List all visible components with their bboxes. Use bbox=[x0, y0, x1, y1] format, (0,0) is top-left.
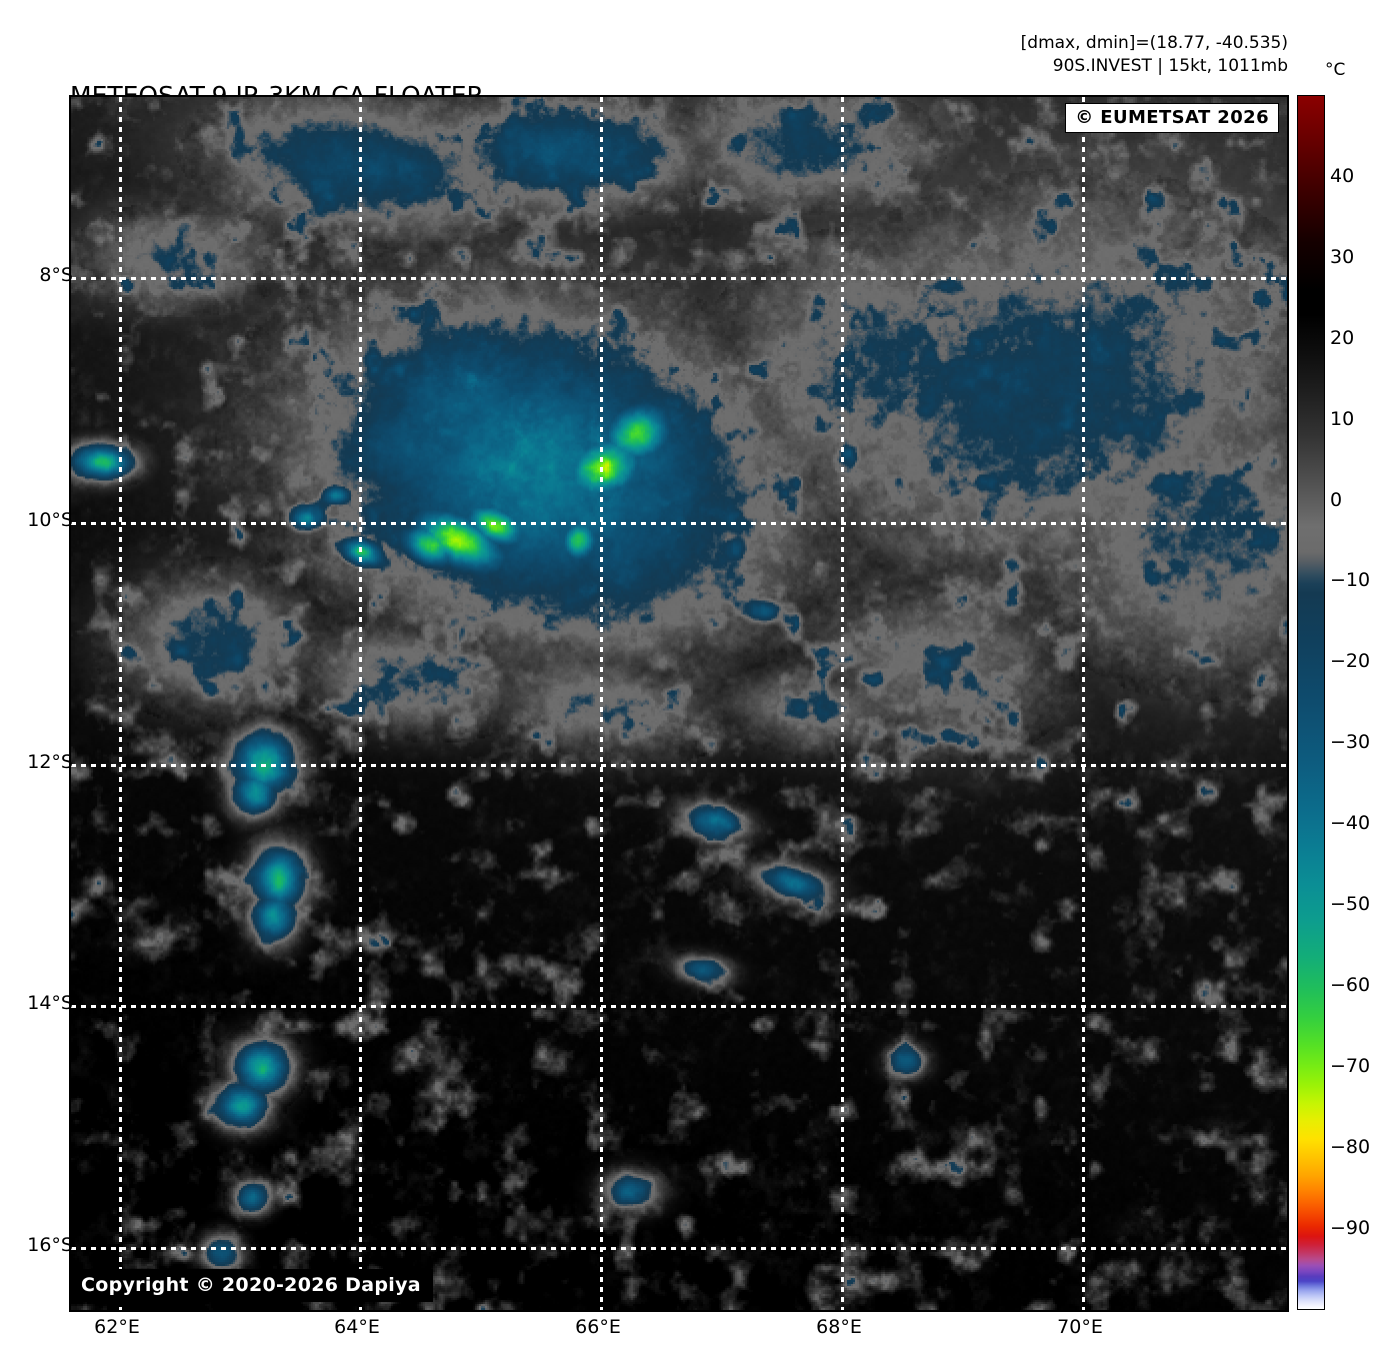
eumetsat-copyright-badge: © EUMETSAT 2026 bbox=[1065, 103, 1279, 133]
dmax-dmin-text: [dmax, dmin]=(18.77, -40.535) bbox=[1020, 33, 1288, 53]
metadata-block: [dmax, dmin]=(18.77, -40.535) 90S.INVEST… bbox=[1021, 32, 1288, 78]
xtick-label: 66°E bbox=[575, 1316, 621, 1338]
temperature-colorbar[interactable] bbox=[1297, 95, 1325, 1310]
colorbar-tick-label: 0 bbox=[1330, 489, 1343, 511]
xtick-label: 68°E bbox=[816, 1316, 862, 1338]
ytick-label: 16°S bbox=[27, 1234, 73, 1256]
xtick-label: 70°E bbox=[1057, 1316, 1103, 1338]
ytick-label: 12°S bbox=[27, 751, 73, 773]
colorbar-units-label: °C bbox=[1325, 60, 1346, 80]
satellite-imagery-canvas bbox=[71, 97, 1287, 1310]
xtick-label: 64°E bbox=[334, 1316, 380, 1338]
satellite-image-plot[interactable]: © EUMETSAT 2026 Copyright © 2020-2026 Da… bbox=[69, 95, 1289, 1312]
storm-info-text: 90S.INVEST | 15kt, 1011mb bbox=[1052, 56, 1288, 76]
colorbar-tick-label: −60 bbox=[1330, 974, 1371, 996]
dapiya-copyright-badge: Copyright © 2020-2026 Dapiya bbox=[71, 1269, 433, 1302]
ytick-label: 14°S bbox=[27, 992, 73, 1014]
colorbar-tick-label: −20 bbox=[1330, 650, 1371, 672]
colorbar-tick-label: −90 bbox=[1330, 1217, 1371, 1239]
xtick-label: 62°E bbox=[94, 1316, 140, 1338]
colorbar-tick-label: −70 bbox=[1330, 1055, 1371, 1077]
colorbar-tick-label: 30 bbox=[1330, 246, 1355, 268]
colorbar-tick-label: −40 bbox=[1330, 812, 1371, 834]
colorbar-tick-label: 20 bbox=[1330, 327, 1355, 349]
colorbar-tick-label: −30 bbox=[1330, 731, 1371, 753]
colorbar-tick-label: 40 bbox=[1330, 165, 1355, 187]
colorbar-tick-label: −10 bbox=[1330, 569, 1371, 591]
colorbar-tick-label: 10 bbox=[1330, 408, 1355, 430]
colorbar-tick-label: −80 bbox=[1330, 1136, 1371, 1158]
colorbar-tick-label: −50 bbox=[1330, 893, 1371, 915]
ytick-label: 10°S bbox=[27, 509, 73, 531]
ytick-label: 8°S bbox=[39, 264, 73, 286]
